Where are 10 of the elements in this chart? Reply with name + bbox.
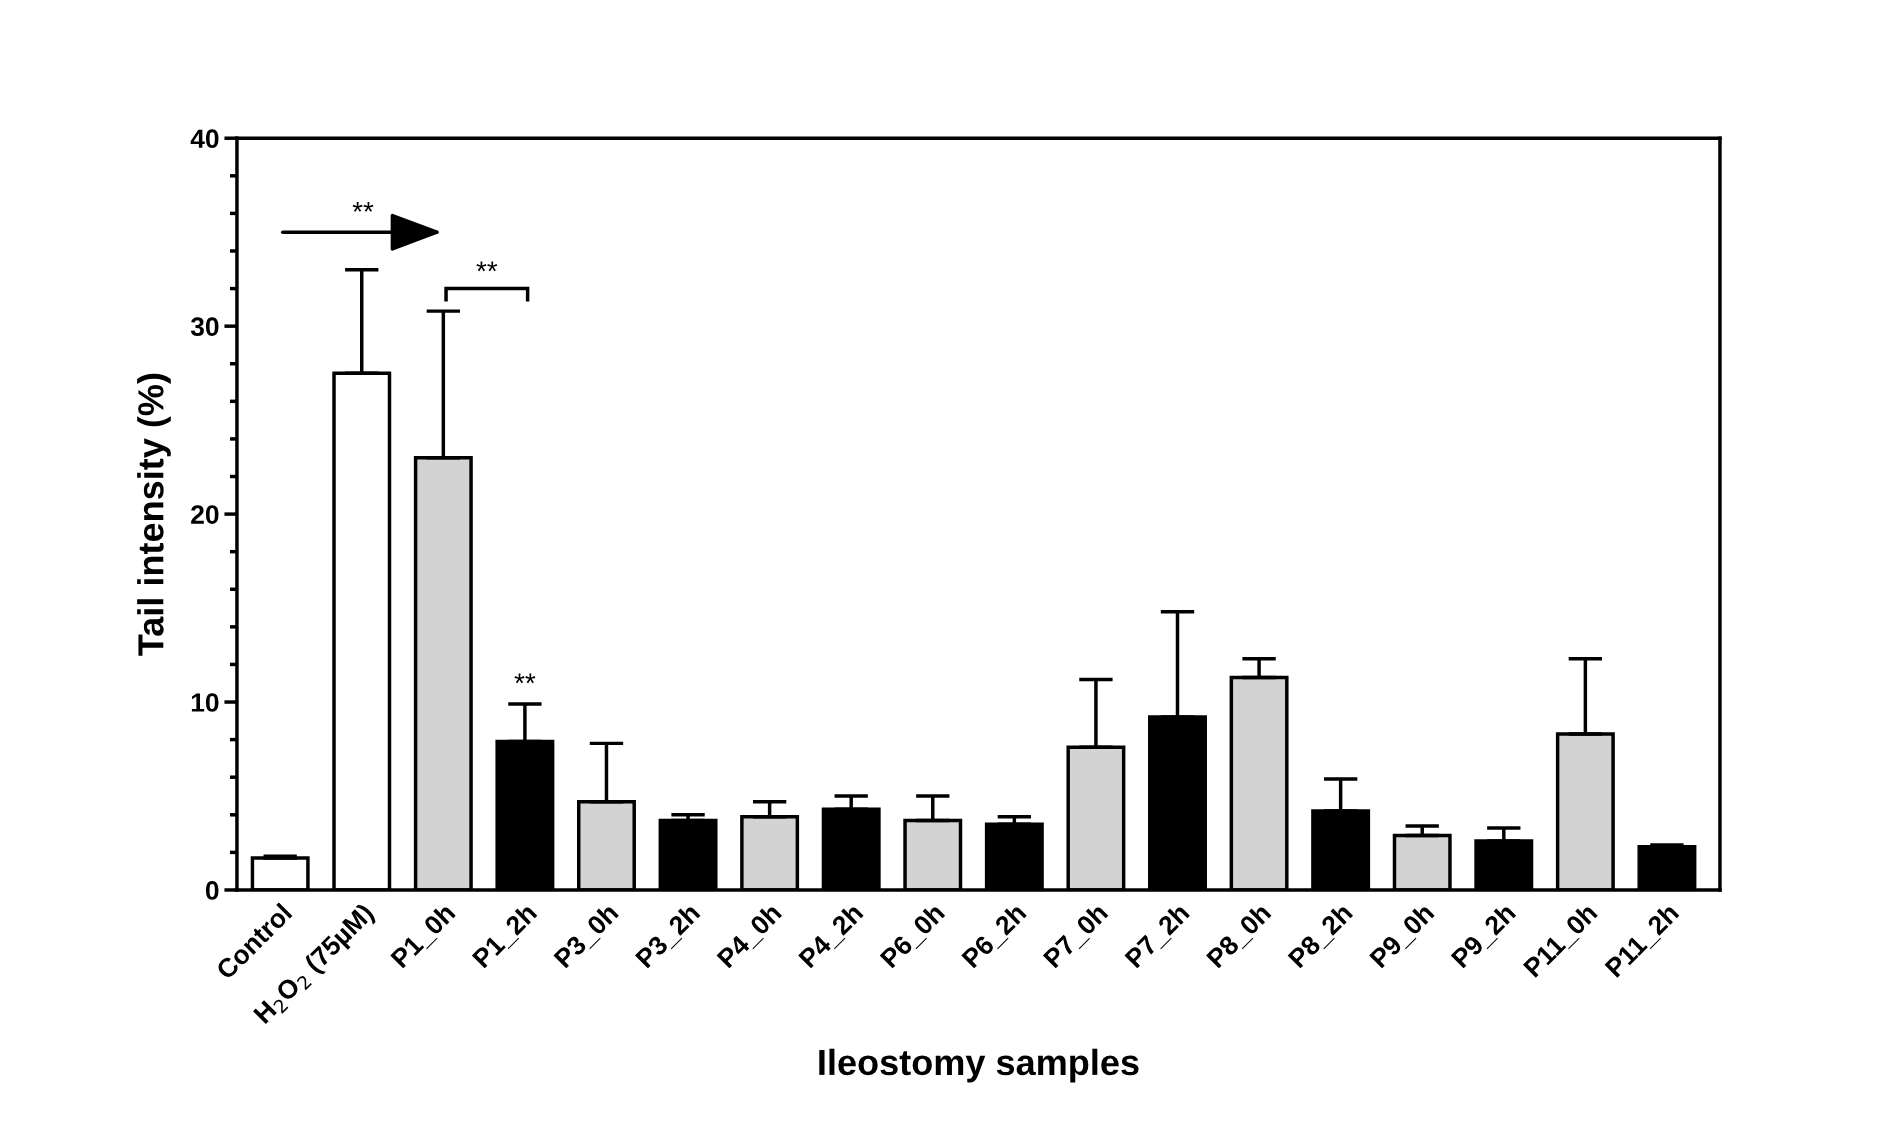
y-tick-label: 40 xyxy=(190,129,219,149)
y-tick-label: 30 xyxy=(190,317,219,337)
annotation: ** xyxy=(514,673,536,684)
y-axis-title: Tail intensity (%) xyxy=(137,373,171,656)
annotation: ** xyxy=(476,261,498,272)
y-tick-label: 0 xyxy=(205,881,219,900)
annotation: ** xyxy=(352,202,374,212)
y-tick-label: 20 xyxy=(191,505,219,524)
y-tick-label: 10 xyxy=(191,693,219,712)
x-axis-title: Ileostomy samples xyxy=(819,1048,1139,1083)
